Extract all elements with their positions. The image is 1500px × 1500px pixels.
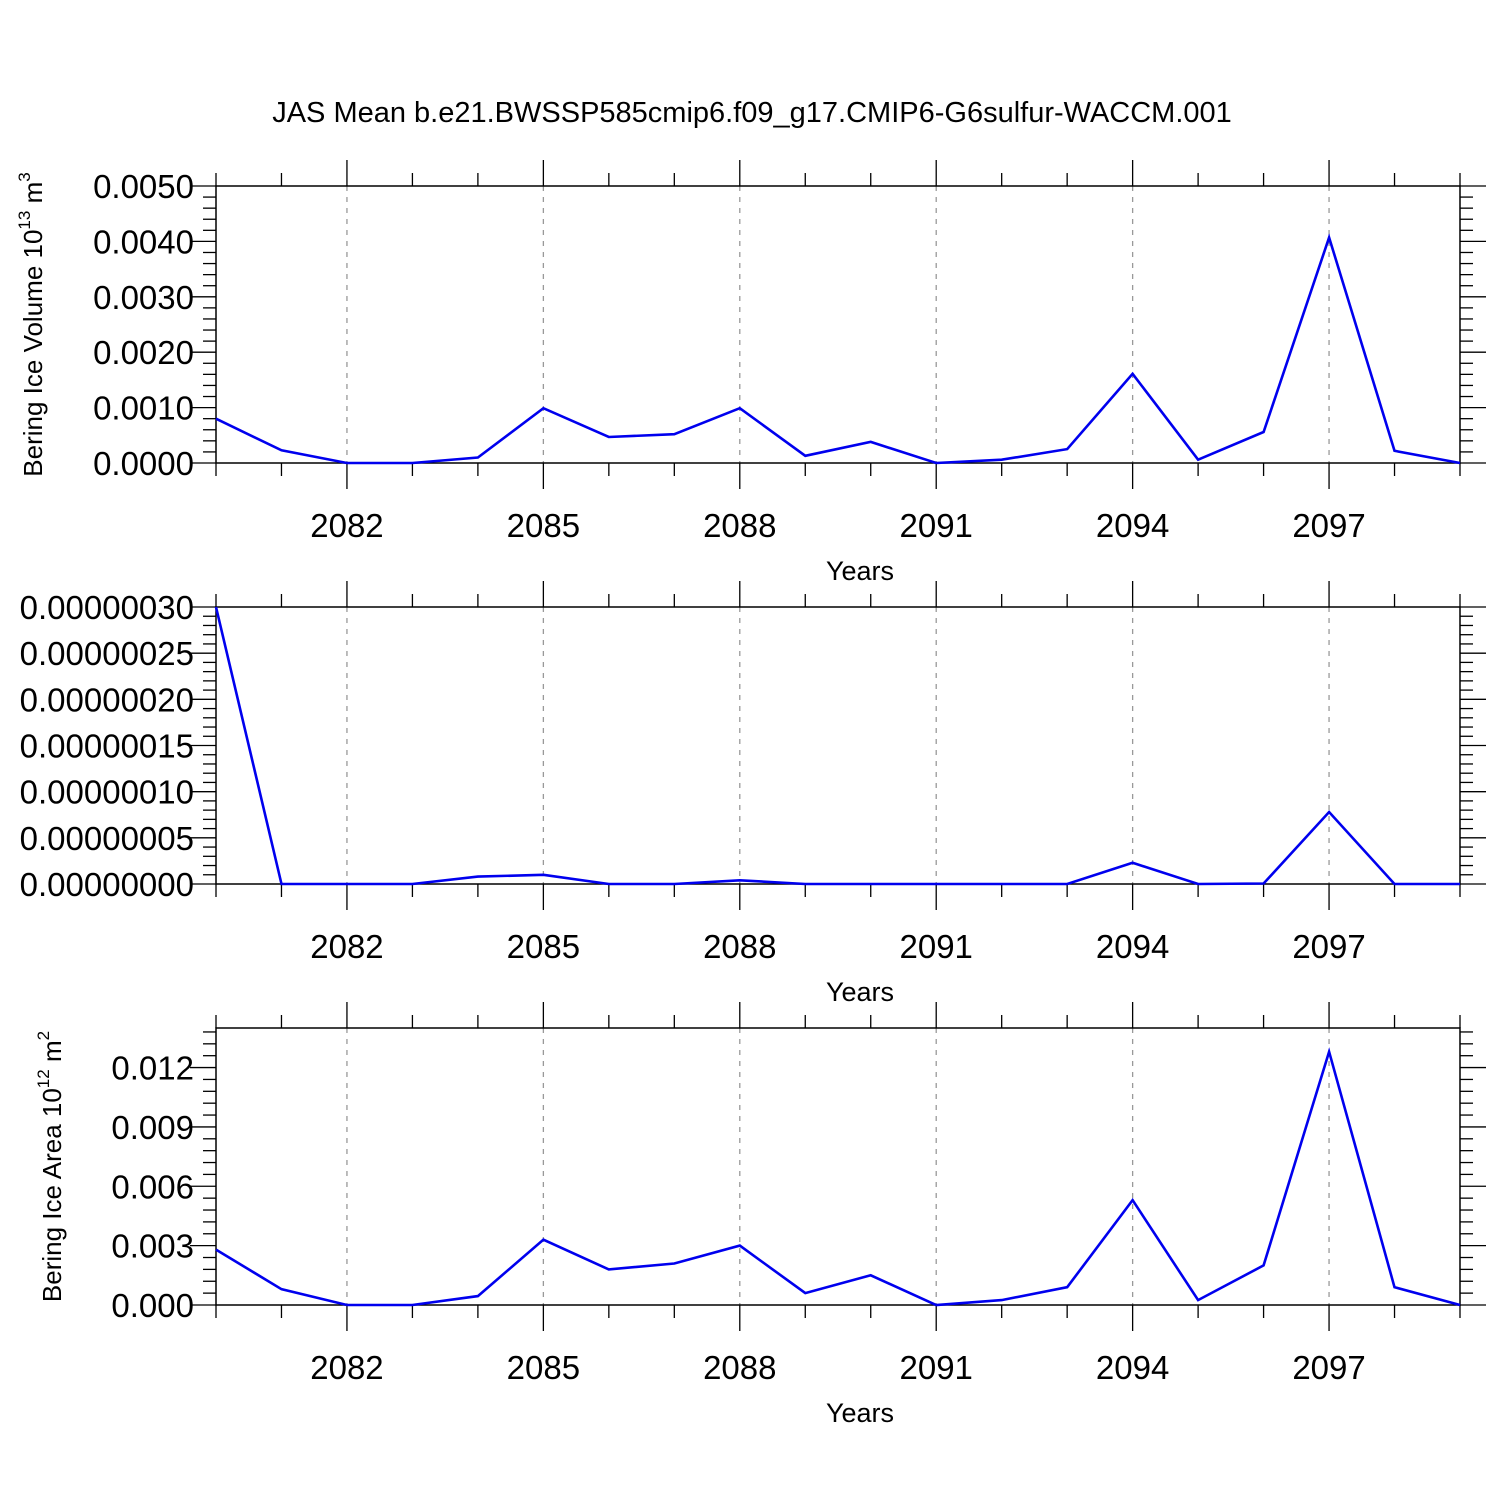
y-tick-label: 0.00000000 — [20, 866, 194, 903]
x-tick-label: 2088 — [703, 507, 776, 544]
y-tick-label: 0.006 — [111, 1168, 194, 1205]
panel-1: 2082 2085 2088 2091 2094 2097 0.0000 0.0010 0.00… — [15, 160, 1486, 586]
x-tick-label: 2085 — [507, 928, 580, 965]
x-tick-label: 2082 — [310, 507, 383, 544]
y-tick-label: 0.0030 — [93, 279, 194, 316]
x-tick-label: 2085 — [507, 507, 580, 544]
x-tick-label: 2088 — [703, 928, 776, 965]
y-tick-label: 0.012 — [111, 1050, 194, 1087]
y-axis-label: Bering Ice Volume 1013 m3 — [15, 172, 48, 476]
y-tick-label: 0.00000005 — [20, 820, 194, 857]
x-tick-label: 2085 — [507, 1349, 580, 1386]
x-axis-label: Years — [826, 977, 894, 1007]
panel-2: 2082 2085 2088 2091 2094 2097 0.00000000 0.0000… — [20, 581, 1486, 1007]
x-tick-label: 2091 — [899, 507, 972, 544]
x-axis-label: Years — [826, 556, 894, 586]
series-line — [215, 233, 1461, 465]
x-tick-label: 2091 — [899, 928, 972, 965]
y-tick-label: 0.00000010 — [20, 774, 194, 811]
y-tick-label: 0.00000020 — [20, 681, 194, 718]
series-line — [215, 1047, 1461, 1307]
y-tick-label: 0.00000015 — [20, 728, 194, 765]
x-tick-label: 2082 — [310, 1349, 383, 1386]
y-tick-label: 0.000 — [111, 1287, 194, 1324]
x-tick-label: 2097 — [1292, 928, 1365, 965]
y-tick-label: 0.009 — [111, 1109, 194, 1146]
x-tick-label: 2094 — [1096, 507, 1169, 544]
x-tick-label: 2094 — [1096, 928, 1169, 965]
x-tick-label: 2097 — [1292, 507, 1365, 544]
y-axis-label: Bering Ice Area 1012 m2 — [34, 1031, 67, 1302]
plot-frame — [215, 1027, 1461, 1306]
chart-title: JAS Mean b.e21.BWSSP585cmip6.f09_g17.CMI… — [272, 97, 1232, 129]
y-tick-label: 0.00000025 — [20, 635, 194, 672]
plot-frame — [215, 606, 1461, 885]
y-tick-label: 0.0010 — [93, 390, 194, 427]
x-axis-label: Years — [826, 1398, 894, 1428]
y-tick-label: 0.003 — [111, 1228, 194, 1265]
x-tick-label: 2088 — [703, 1349, 776, 1386]
x-tick-label: 2082 — [310, 928, 383, 965]
panel-3: 2082 2085 2088 2091 2094 2097 0.000 0.003 0.006 0… — [34, 1002, 1486, 1428]
x-tick-label: 2094 — [1096, 1349, 1169, 1386]
y-tick-label: 0.0000 — [93, 445, 194, 482]
y-tick-label: 0.0050 — [93, 168, 194, 205]
series-line — [214, 606, 1460, 886]
x-tick-label: 2091 — [899, 1349, 972, 1386]
plot-frame — [215, 185, 1461, 464]
y-tick-label: 0.00000030 — [20, 589, 194, 626]
y-tick-label: 0.0040 — [93, 223, 194, 260]
x-tick-label: 2097 — [1292, 1349, 1365, 1386]
y-tick-label: 0.0020 — [93, 334, 194, 371]
